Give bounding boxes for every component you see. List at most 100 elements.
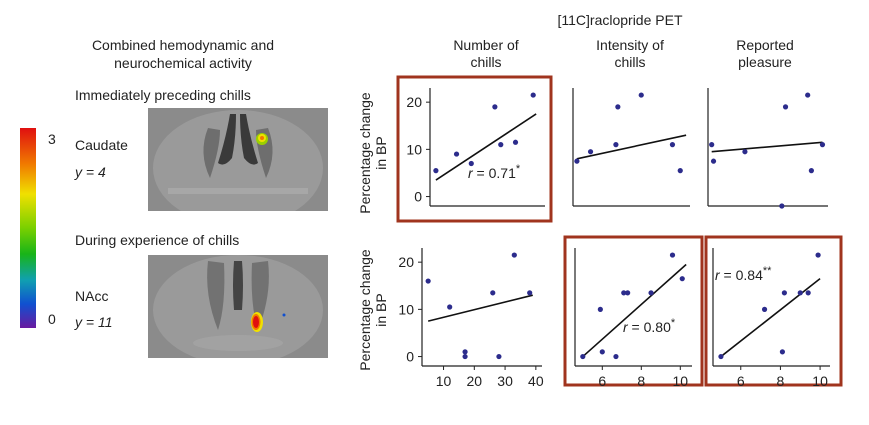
panel-bottom-1-point (447, 304, 453, 310)
panel-top-1-point (453, 151, 460, 157)
panel-bottom-3-highlight-frame (704, 235, 843, 387)
colorbar-max: 3 (48, 131, 56, 147)
panel-bottom-1-point (511, 252, 517, 258)
column-header-intensity: Intensity of chills (596, 37, 664, 70)
y-axis-label-bottom: Percentage change in BP (357, 249, 389, 371)
column-header-pleasure: Reported pleasure (736, 37, 794, 70)
panel-bottom-2-xtick-label: 10 (673, 373, 689, 389)
y-axis-label-top-line2: in BP (373, 136, 389, 169)
brain-slice-caudate (148, 108, 328, 211)
panel-bottom-2-point (613, 353, 619, 360)
panel-top-1-point (498, 142, 504, 148)
colorbar-min: 0 (48, 311, 56, 327)
panel-bottom-1-point (527, 290, 533, 296)
during-label: During experience of chills (75, 232, 240, 248)
panel-top-1-ytick-label: 20 (406, 94, 422, 110)
panel-top-3-point (710, 158, 717, 164)
panel-bottom-1-point (462, 349, 468, 355)
panel-bottom-2-point (669, 252, 676, 258)
panel-bottom-2-point (580, 353, 586, 360)
y-axis-label-bottom-line2: in BP (373, 293, 389, 326)
panel-bottom-3-point (779, 349, 786, 355)
pet-title: [11C]raclopride PET (557, 12, 683, 28)
panel-bottom-3-point (797, 290, 803, 296)
panel-top-1-point (512, 139, 519, 145)
y-axis-label-top-line1: Percentage change (357, 92, 373, 214)
panel-bottom-2-point (621, 290, 627, 296)
panel-top-3-fit-line (711, 141, 823, 153)
panel-bottom-1-xtick-label: 10 (436, 373, 452, 389)
panel-bottom-3-point (781, 290, 787, 296)
panel-bottom-2-fit-line (582, 263, 687, 358)
panel-bottom-2-point (599, 349, 605, 355)
panel-top-3-point (819, 142, 826, 148)
nacc-label: NAcc (75, 288, 109, 304)
panel-top-3-point (742, 149, 748, 155)
panel-top-1-ytick-label: 10 (406, 141, 422, 157)
panel-bottom-2-xtick-label: 6 (598, 373, 606, 389)
panel-top-3-point (805, 92, 811, 98)
panel-top-2-fit-line (576, 134, 687, 160)
panel-bottom-1-point (425, 278, 431, 284)
panel-top-1-highlight-frame (396, 75, 553, 223)
panel-bottom-3-xtick-label: 10 (812, 373, 828, 389)
panel-top-2-point (587, 149, 594, 155)
brain-slice-nacc (148, 255, 328, 358)
panel-top-2-point (677, 168, 683, 174)
panel-top-2-point (613, 142, 619, 148)
preceding-label: Immediately preceding chills (75, 87, 251, 103)
panel-top-1-point (530, 92, 536, 98)
panel-top-2-point (638, 92, 644, 98)
panel-bottom-2-point (625, 290, 631, 296)
nacc-coord: y = 11 (75, 314, 113, 330)
panel-bottom-2-xtick-label: 8 (637, 373, 645, 389)
panel-top-3-point (779, 203, 785, 209)
y-axis-label-top: Percentage change in BP (357, 92, 389, 214)
panel-top-2-point (574, 158, 580, 164)
panel-top-3-point (709, 142, 715, 148)
panel-top-1-correlation-label: r = 0.71* (468, 163, 521, 181)
column-header-number: Number of chills (453, 37, 519, 70)
panel-bottom-3-point (815, 252, 821, 258)
panel-bottom-2-correlation-label: r = 0.80* (623, 317, 676, 335)
panel-bottom-1-ytick-label: 20 (398, 254, 414, 270)
brain-caudate-image (148, 108, 328, 211)
panel-top-1-point (492, 104, 498, 110)
colorbar (20, 128, 36, 328)
panel-top-2-point (615, 104, 621, 110)
panel-bottom-1-xtick-label: 30 (497, 373, 513, 389)
panel-bottom-1-xtick-label: 40 (528, 373, 544, 389)
panel-bottom-1-point (490, 290, 496, 296)
panel-top-2-point (669, 142, 676, 148)
panel-bottom-1-ytick-label: 10 (398, 301, 414, 317)
panel-top-1-point (468, 160, 474, 167)
panel-top-1-ytick-label: 0 (414, 189, 422, 205)
panel-bottom-3-point (761, 306, 768, 312)
panel-bottom-3-xtick-label: 6 (737, 373, 745, 389)
panel-bottom-1-ytick-label: 0 (406, 349, 414, 365)
panel-top-1-point (433, 168, 439, 174)
left-title-line2: neurochemical activity (114, 55, 252, 71)
panel-bottom-3-correlation-label: r = 0.84** (715, 265, 772, 283)
panel-top-1-fit-line (435, 113, 537, 181)
brain-nacc-image (148, 255, 328, 358)
panel-top-3-point (782, 104, 789, 110)
caudate-label: Caudate (75, 137, 128, 153)
panel-bottom-1-point (462, 353, 468, 360)
panel-bottom-2-point (679, 276, 685, 282)
panel-bottom-3-fit-line (720, 278, 821, 358)
panel-bottom-3-xtick-label: 8 (777, 373, 785, 389)
y-axis-label-bottom-line1: Percentage change (357, 249, 373, 371)
panel-bottom-2-point (597, 306, 603, 312)
panel-bottom-1-fit-line (427, 294, 533, 322)
panel-bottom-1-xtick-label: 20 (467, 373, 483, 389)
panel-bottom-2-point (648, 290, 654, 296)
panel-bottom-3-point (718, 353, 724, 360)
caudate-coord: y = 4 (75, 164, 106, 180)
panel-bottom-3-point (805, 290, 811, 296)
panel-bottom-1-point (496, 353, 502, 360)
panel-top-3-point (808, 168, 814, 174)
panel-bottom-2-highlight-frame (563, 235, 704, 387)
left-title-line1: Combined hemodynamic and (91, 37, 275, 53)
